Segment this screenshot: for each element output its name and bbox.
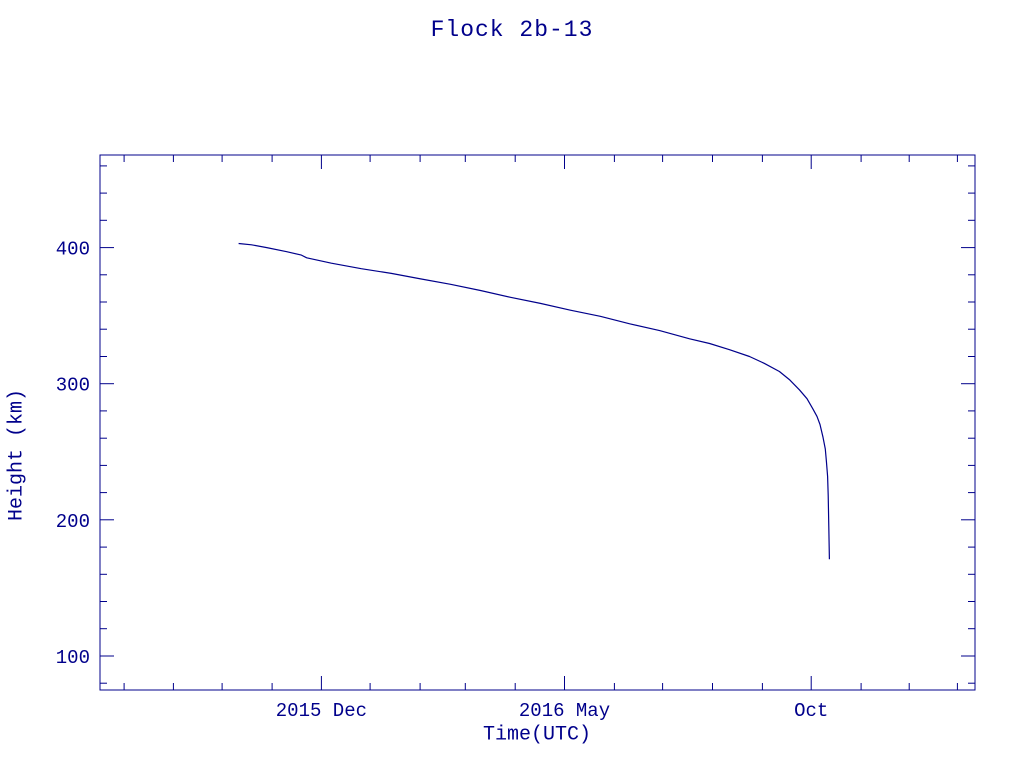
axis-frame [99,154,976,691]
x-tick-label: 2015 Dec [276,700,367,722]
y-tick-label: 300 [56,375,90,397]
y-tick-label: 400 [56,239,90,261]
chart-title: Flock 2b-13 [430,17,594,43]
x-tick-label: 2016 May [519,700,610,722]
height-decay-line [238,242,830,560]
y-tick-label: 100 [56,647,90,669]
x-tick-label: Oct [794,700,828,722]
y-tick-label: 200 [56,511,90,533]
x-axis-label: Time(UTC) [482,723,592,747]
